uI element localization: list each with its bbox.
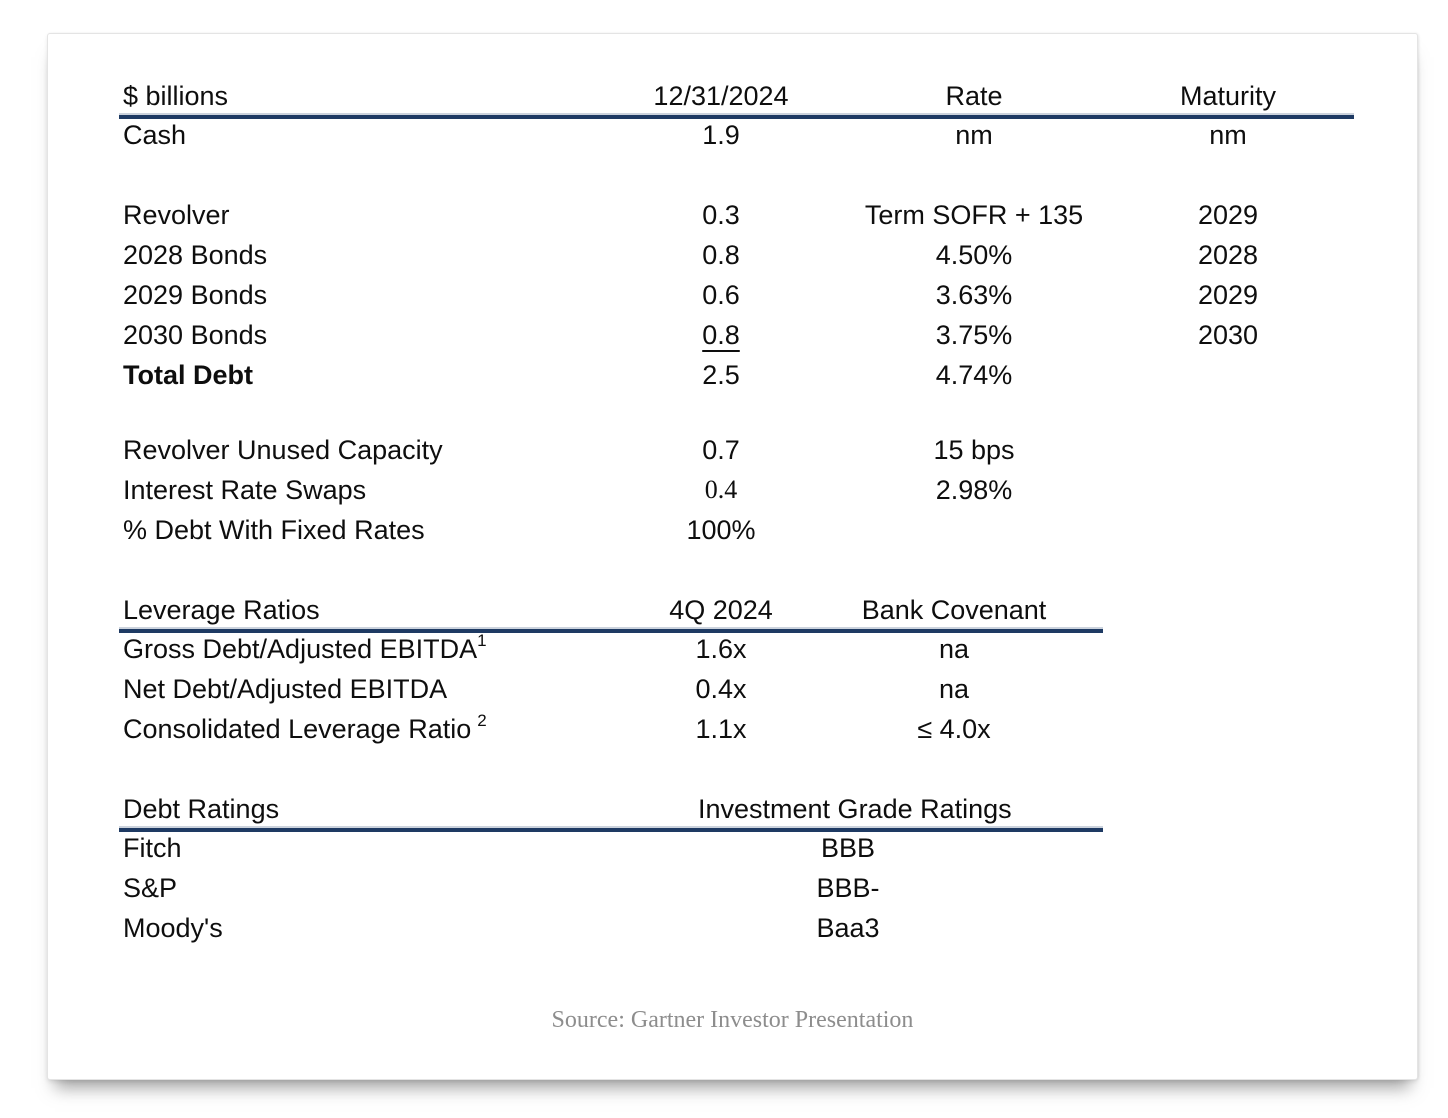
row-value: 1.1x: [695, 714, 747, 744]
row-maturity: 2028: [1197, 240, 1259, 270]
row-amount: 0.4: [704, 475, 738, 504]
row-amount: 1.9: [702, 120, 740, 150]
table-row-cash: Cash 1.9 nm nm: [48, 115, 1417, 155]
ratings-header-rule: [119, 826, 1103, 832]
row-amount: 0.8: [702, 240, 740, 270]
row-label: Net Debt/Adjusted EBITDA: [123, 674, 448, 704]
row-rating: Baa3: [816, 913, 880, 943]
row-amount-underlined: 0.8: [702, 320, 740, 350]
row-label: Gross Debt/Adjusted EBITDA1: [123, 629, 487, 669]
table-row-2028-bonds: 2028 Bonds 0.8 4.50% 2028: [48, 235, 1417, 275]
row-rate: 3.63%: [935, 280, 1013, 310]
row-rating: BBB: [820, 833, 876, 863]
row-rate: 4.50%: [935, 240, 1013, 270]
spacer: [48, 948, 1417, 1000]
row-maturity: 2029: [1197, 280, 1259, 310]
row-rate: 4.74%: [935, 360, 1013, 390]
leverage-header-covenant: Bank Covenant: [861, 595, 1047, 625]
row-rate: nm: [955, 120, 993, 150]
row-maturity: nm: [1209, 120, 1247, 150]
spacer: [48, 395, 1417, 430]
row-label-total: Total Debt: [123, 360, 253, 390]
row-label: Fitch: [123, 833, 182, 863]
row-label-text: Consolidated Leverage Ratio: [123, 714, 472, 744]
row-label: % Debt With Fixed Rates: [123, 515, 425, 545]
row-amount: 0.6: [702, 280, 740, 310]
row-amount: 100%: [686, 515, 756, 545]
table-row-moodys: Moody's Baa3: [48, 908, 1417, 948]
table-row-consolidated-leverage-ratio: Consolidated Leverage Ratio 2 1.1x ≤ 4.0x: [48, 709, 1417, 749]
row-amount: 2.5: [702, 360, 740, 390]
row-covenant: ≤ 4.0x: [917, 714, 991, 744]
table-row-fitch: Fitch BBB: [48, 828, 1417, 868]
row-amount: 0.3: [702, 200, 740, 230]
row-value: 0.4x: [695, 674, 747, 704]
leverage-header-rule: [119, 627, 1103, 633]
footnote-marker-1: 1: [477, 631, 487, 650]
ratings-header-title: Debt Ratings: [123, 794, 280, 824]
table-row-2029-bonds: 2029 Bonds 0.6 3.63% 2029: [48, 275, 1417, 315]
table-row-gross-debt-ebitda: Gross Debt/Adjusted EBITDA1 1.6x na: [48, 629, 1417, 669]
leverage-header-title: Leverage Ratios: [123, 595, 320, 625]
ratings-header-value: Investment Grade Ratings: [698, 794, 1012, 824]
spacer: [48, 155, 1417, 195]
table-row-sp: S&P BBB-: [48, 868, 1417, 908]
row-label: 2030 Bonds: [123, 320, 268, 350]
debt-header-maturity: Maturity: [1179, 81, 1277, 111]
row-label: Consolidated Leverage Ratio 2: [123, 709, 487, 749]
footnote-marker-2: 2: [477, 711, 487, 730]
spacer: [48, 749, 1417, 789]
debt-summary-card: $ billions 12/31/2024 Rate Maturity Cash…: [47, 33, 1418, 1080]
row-label: Interest Rate Swaps: [123, 475, 367, 505]
debt-header-date: 12/31/2024: [653, 81, 789, 111]
row-rate: Term SOFR + 135: [864, 200, 1084, 230]
table-row-2030-bonds: 2030 Bonds 0.8 3.75% 2030: [48, 315, 1417, 355]
table-row-total-debt: Total Debt 2.5 4.74%: [48, 355, 1417, 395]
row-rate: 3.75%: [935, 320, 1013, 350]
row-rate: 15 bps: [933, 435, 1015, 465]
row-rating: BBB-: [816, 873, 880, 903]
row-maturity: 2030: [1197, 320, 1259, 350]
table-row-revolver: Revolver 0.3 Term SOFR + 135 2029: [48, 195, 1417, 235]
debt-table-header-row: $ billions 12/31/2024 Rate Maturity: [48, 76, 1417, 116]
row-label: Moody's: [123, 913, 223, 943]
row-label: S&P: [123, 873, 178, 903]
table-row-pct-debt-fixed-rates: % Debt With Fixed Rates 100%: [48, 510, 1417, 550]
row-label: 2029 Bonds: [123, 280, 268, 310]
leverage-ratios-header-row: Leverage Ratios 4Q 2024 Bank Covenant: [48, 590, 1417, 630]
source-attribution: Source: Gartner Investor Presentation: [551, 1007, 914, 1033]
leverage-header-period: 4Q 2024: [669, 595, 773, 625]
debt-ratings-header-row: Debt Ratings Investment Grade Ratings: [48, 789, 1417, 829]
row-label: Revolver: [123, 200, 230, 230]
debt-header-units: $ billions: [123, 81, 229, 111]
row-covenant: na: [938, 634, 970, 664]
row-label-text: Gross Debt/Adjusted EBITDA: [123, 634, 478, 664]
row-label: 2028 Bonds: [123, 240, 268, 270]
row-rate: 2.98%: [935, 475, 1013, 505]
row-covenant: na: [938, 674, 970, 704]
debt-table-header-rule: [119, 113, 1354, 119]
spacer: [48, 550, 1417, 590]
table-row-net-debt-ebitda: Net Debt/Adjusted EBITDA 0.4x na: [48, 669, 1417, 709]
row-value: 1.6x: [695, 634, 747, 664]
row-maturity: 2029: [1197, 200, 1259, 230]
debt-header-rate: Rate: [945, 81, 1003, 111]
row-amount: 0.7: [702, 435, 740, 465]
table-row-revolver-unused-capacity: Revolver Unused Capacity 0.7 15 bps: [48, 430, 1417, 470]
table-row-interest-rate-swaps: Interest Rate Swaps 0.4 2.98%: [48, 470, 1417, 510]
row-label: Revolver Unused Capacity: [123, 435, 443, 465]
row-label: Cash: [123, 120, 187, 150]
